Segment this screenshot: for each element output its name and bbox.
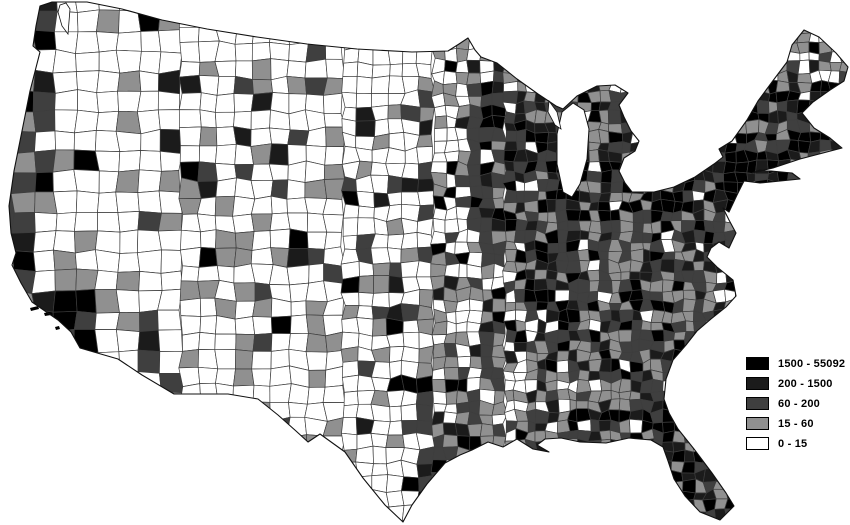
- legend-row: 1500 - 55092: [746, 357, 845, 370]
- legend-label: 1500 - 55092: [778, 357, 846, 370]
- legend-swatch: [746, 417, 769, 430]
- puget-sound: [57, 2, 71, 36]
- legend-row: 15 - 60: [746, 417, 845, 430]
- legend: 1500 - 55092 200 - 1500 60 - 200 15 - 60…: [746, 357, 846, 450]
- green-bay: [547, 99, 562, 130]
- channel-islands: [30, 306, 60, 330]
- legend-swatch: [746, 357, 769, 370]
- legend-row: 200 - 1500: [746, 377, 845, 390]
- lake-michigan: [556, 102, 590, 198]
- legend-label: 0 - 15: [778, 437, 808, 450]
- legend-label: 60 - 200: [778, 397, 820, 410]
- legend-swatch: [746, 377, 769, 390]
- great-lakes: [57, 2, 590, 198]
- legend-swatch: [746, 437, 769, 450]
- legend-row: 60 - 200: [746, 397, 845, 410]
- legend-row: 0 - 15: [746, 437, 845, 450]
- legend-label: 15 - 60: [778, 417, 814, 430]
- legend-swatch: [746, 397, 769, 410]
- legend-label: 200 - 1500: [778, 377, 833, 390]
